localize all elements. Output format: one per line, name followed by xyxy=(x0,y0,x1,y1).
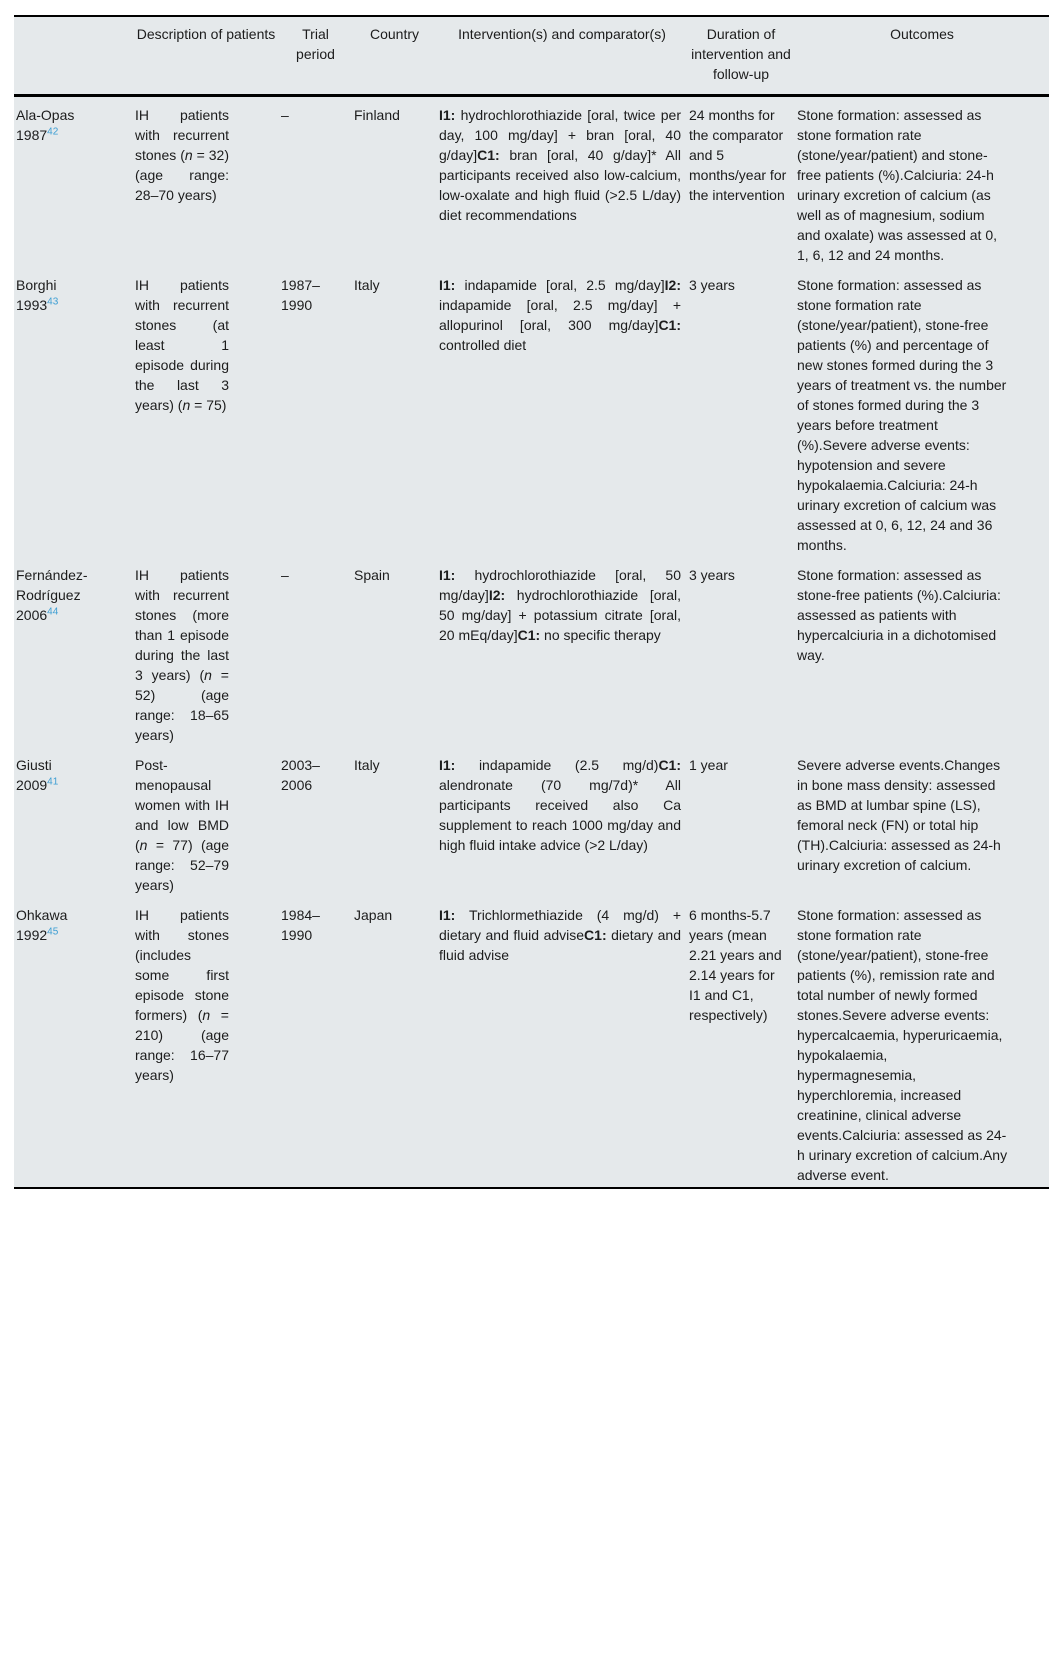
outcomes-cell: Stone formation: assessed as stone-free … xyxy=(797,567,1001,663)
trial-period-cell: 1984–1990 xyxy=(281,907,320,943)
intervention-cell: I1: indapamide [oral, 2.5 mg/day]I2: ind… xyxy=(439,277,681,353)
header-intervention: Intervention(s) and comparator(s) xyxy=(437,16,687,97)
table-row-fernandez-rodriguez-2006: Fernández-Rodríguez 200644 IH patients w… xyxy=(14,557,1049,747)
table-row-ala-opas-1987: Ala-Opas 198742 IH patients with recurre… xyxy=(14,96,1049,268)
trial-period-cell: – xyxy=(281,567,289,583)
table-row-borghi-1993: Borghi 199343 IH patients with recurrent… xyxy=(14,267,1049,557)
trial-period-cell: – xyxy=(281,107,289,123)
header-trial-period: Trial period xyxy=(279,16,352,97)
intervention-cell: I1: Trichlormethiazide (4 mg/d) + dietar… xyxy=(439,907,681,963)
duration-cell: 1 year xyxy=(689,757,728,773)
outcomes-cell: Severe adverse events.Changes in bone ma… xyxy=(797,757,1001,873)
table-row-ohkawa-1992: Ohkawa 199245 IH patients with stones (i… xyxy=(14,897,1049,1188)
country-cell: Italy xyxy=(354,757,380,773)
description-cell: Post-menopausal women with IH and low BM… xyxy=(135,757,229,893)
study-cell: Giusti 200941 xyxy=(14,747,133,897)
header-row: Description of patients Trial period Cou… xyxy=(14,16,1049,97)
header-duration: Duration of intervention and follow-up xyxy=(687,16,795,97)
table-body: Ala-Opas 198742 IH patients with recurre… xyxy=(14,96,1049,1189)
citation-ref-link[interactable]: 42 xyxy=(47,126,59,138)
study-cell: Fernández-Rodríguez 200644 xyxy=(14,557,133,747)
intervention-cell: I1: hydrochlorothiazide [oral, 50 mg/day… xyxy=(439,567,681,643)
intervention-cell: I1: hydrochlorothiazide [oral, twice per… xyxy=(439,107,681,223)
study-cell: Ohkawa 199245 xyxy=(14,897,133,1188)
study-name: Fernández-Rodríguez 2006 xyxy=(16,567,88,623)
duration-cell: 3 years xyxy=(689,277,735,293)
trial-period-cell: 2003–2006 xyxy=(281,757,320,793)
country-cell: Italy xyxy=(354,277,380,293)
outcomes-cell: Stone formation: assessed as stone forma… xyxy=(797,107,998,263)
header-country: Country xyxy=(352,16,437,97)
country-cell: Japan xyxy=(354,907,393,923)
duration-cell: 24 months for the comparator and 5 month… xyxy=(689,107,787,203)
study-cell: Borghi 199343 xyxy=(14,267,133,557)
intervention-cell: I1: indapamide (2.5 mg/d)C1: alendronate… xyxy=(439,757,681,853)
citation-ref-link[interactable]: 45 xyxy=(47,926,59,938)
study-name: Ala-Opas 1987 xyxy=(16,107,75,143)
header-study xyxy=(14,16,133,97)
citation-ref-link[interactable]: 43 xyxy=(47,296,59,308)
duration-cell: 3 years xyxy=(689,567,735,583)
trial-period-cell: 1987–1990 xyxy=(281,277,320,313)
duration-cell: 6 months-5.7 years (mean 2.21 years and … xyxy=(689,907,782,1023)
header-description: Description of patients xyxy=(133,16,279,97)
study-name: Ohkawa 1992 xyxy=(16,907,68,943)
outcomes-cell: Stone formation: assessed as stone forma… xyxy=(797,277,1007,553)
study-cell: Ala-Opas 198742 xyxy=(14,96,133,268)
country-cell: Spain xyxy=(354,567,390,583)
header-outcomes: Outcomes xyxy=(795,16,1049,97)
description-cell: IH patients with recurrent stones (at le… xyxy=(135,277,229,413)
rct-characteristics-table-wrap: Description of patients Trial period Cou… xyxy=(14,15,1049,1189)
country-cell: Finland xyxy=(354,107,400,123)
table-row-giusti-2009: Giusti 200941 Post-menopausal women with… xyxy=(14,747,1049,897)
outcomes-cell: Stone formation: assessed as stone forma… xyxy=(797,907,1008,1183)
table-header: Description of patients Trial period Cou… xyxy=(14,16,1049,97)
description-cell: IH patients with stones (includes some f… xyxy=(135,907,229,1083)
citation-ref-link[interactable]: 44 xyxy=(47,606,59,618)
study-name: Giusti 2009 xyxy=(16,757,52,793)
citation-ref-link[interactable]: 41 xyxy=(47,776,59,788)
rct-characteristics-table: Description of patients Trial period Cou… xyxy=(14,15,1049,1189)
study-name: Borghi 1993 xyxy=(16,277,57,313)
description-cell: IH patients with recurrent stones (more … xyxy=(135,567,229,743)
description-cell: IH patients with recurrent stones (n = 3… xyxy=(135,107,229,203)
